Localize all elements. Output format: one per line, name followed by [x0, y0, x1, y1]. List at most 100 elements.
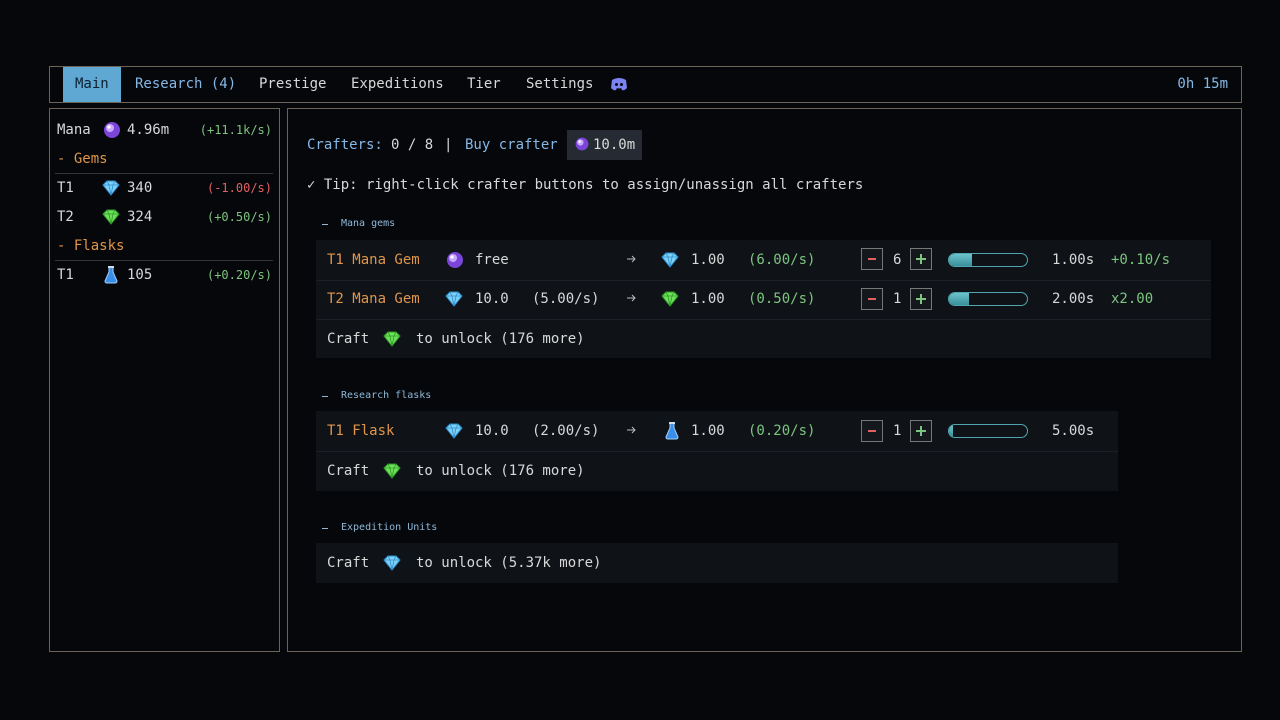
dash: [322, 528, 328, 529]
divider: [55, 260, 273, 261]
input-rate: (2.00/s): [532, 423, 600, 439]
tab[interactable]: Expeditions: [351, 76, 444, 92]
bonus: +0.10/s: [1111, 252, 1171, 268]
gem-icon: [101, 207, 121, 227]
sidebar: [49, 108, 280, 652]
bonus: x2.00: [1111, 291, 1154, 307]
output-rate: (6.00/s): [748, 252, 816, 268]
tip: ✓ Tip: right-click crafter buttons to as…: [307, 177, 864, 193]
tier: T2: [57, 209, 74, 225]
minus-button[interactable]: [861, 420, 883, 442]
output: 1.00: [691, 291, 725, 307]
time: 2.00s: [1052, 291, 1095, 307]
rate: (+0.20/s): [206, 268, 272, 282]
timer: 0h 15m: [1177, 76, 1228, 92]
unlock: to unlock (176 more): [416, 463, 585, 479]
progress-fill: [949, 293, 969, 305]
unlock: to unlock (5.37k more): [416, 555, 602, 571]
gem-icon: [382, 329, 402, 349]
recipe-name: T2 Mana Gem: [327, 291, 420, 307]
input: free: [475, 252, 509, 268]
group-title: Mana gems: [341, 218, 396, 229]
section-title: - Gems: [57, 151, 108, 167]
gem-icon: [444, 421, 464, 441]
gem-icon: [101, 178, 121, 198]
amount: 105: [127, 267, 153, 283]
tier: T1: [57, 267, 74, 283]
recipe-block: [316, 543, 1118, 583]
progress-fill: [949, 425, 953, 437]
craft: Craft: [327, 463, 370, 479]
group-title: Research flasks: [341, 390, 432, 401]
mana-value: 4.96m: [127, 122, 170, 138]
tab[interactable]: Tier: [467, 76, 501, 92]
main-panel: [287, 108, 1242, 652]
time: 1.00s: [1052, 252, 1095, 268]
crafter-cost: 10.0m: [593, 137, 636, 153]
rate: (-1.00/s): [206, 181, 272, 195]
minus-button[interactable]: [861, 288, 883, 310]
section-title: - Flasks: [57, 238, 125, 254]
time: 5.00s: [1052, 423, 1095, 439]
input: 10.0: [475, 423, 509, 439]
crafters-count: 0 / 8: [391, 137, 434, 153]
progress-bar: [948, 292, 1028, 306]
rate: (+0.50/s): [206, 210, 272, 224]
discord-icon[interactable]: [610, 76, 628, 92]
mana-icon: [102, 120, 122, 140]
dash: [322, 396, 328, 397]
recipe-name: T1 Flask: [327, 423, 395, 439]
input: 10.0: [475, 291, 509, 307]
mana-icon: [445, 250, 465, 270]
gem-icon: [660, 250, 680, 270]
plus-button[interactable]: [910, 248, 932, 270]
recipe-block: [316, 240, 1211, 358]
progress-bar: [948, 424, 1028, 438]
crafters-label: Crafters:: [307, 137, 383, 153]
unlock: to unlock (176 more): [416, 331, 585, 347]
output-rate: (0.20/s): [748, 423, 816, 439]
dash: [322, 224, 328, 225]
plus-button[interactable]: [910, 420, 932, 442]
divider: [55, 173, 273, 174]
plus-button[interactable]: [910, 288, 932, 310]
flask-icon: [662, 421, 682, 441]
tab[interactable]: Main: [75, 76, 109, 92]
output: 1.00: [691, 252, 725, 268]
divider: [316, 451, 1118, 452]
progress-fill: [949, 254, 973, 266]
craft: Craft: [327, 331, 370, 347]
tab[interactable]: Settings: [526, 76, 594, 92]
output: 1.00: [691, 423, 725, 439]
craft: Craft: [327, 555, 370, 571]
active-tab[interactable]: [63, 67, 121, 102]
amount: 340: [127, 180, 153, 196]
recipe-name: T1 Mana Gem: [327, 252, 420, 268]
mana-icon: [574, 136, 590, 152]
gem-icon: [382, 461, 402, 481]
mana-rate: (+11.1k/s): [199, 123, 272, 137]
crafter-count: 1: [893, 423, 902, 439]
mana-label: Mana: [57, 122, 91, 138]
tab[interactable]: Prestige: [259, 76, 327, 92]
divider: [316, 319, 1211, 320]
minus-button[interactable]: [861, 248, 883, 270]
gem-icon: [660, 289, 680, 309]
tier: T1: [57, 180, 74, 196]
gem-icon: [444, 289, 464, 309]
gem-icon: [382, 553, 402, 573]
crafter-count: 6: [893, 252, 902, 268]
flask-icon: [101, 265, 121, 285]
arrow: [627, 294, 636, 302]
arrow: [627, 255, 636, 263]
separator: |: [444, 137, 453, 153]
buy-crafter[interactable]: Buy crafter: [465, 137, 558, 153]
divider: [316, 280, 1211, 281]
crafter-count: 1: [893, 291, 902, 307]
output-rate: (0.50/s): [748, 291, 816, 307]
input-rate: (5.00/s): [532, 291, 600, 307]
tab[interactable]: Research (4): [135, 76, 237, 92]
progress-bar: [948, 253, 1028, 267]
nav-bar: [49, 66, 1242, 103]
